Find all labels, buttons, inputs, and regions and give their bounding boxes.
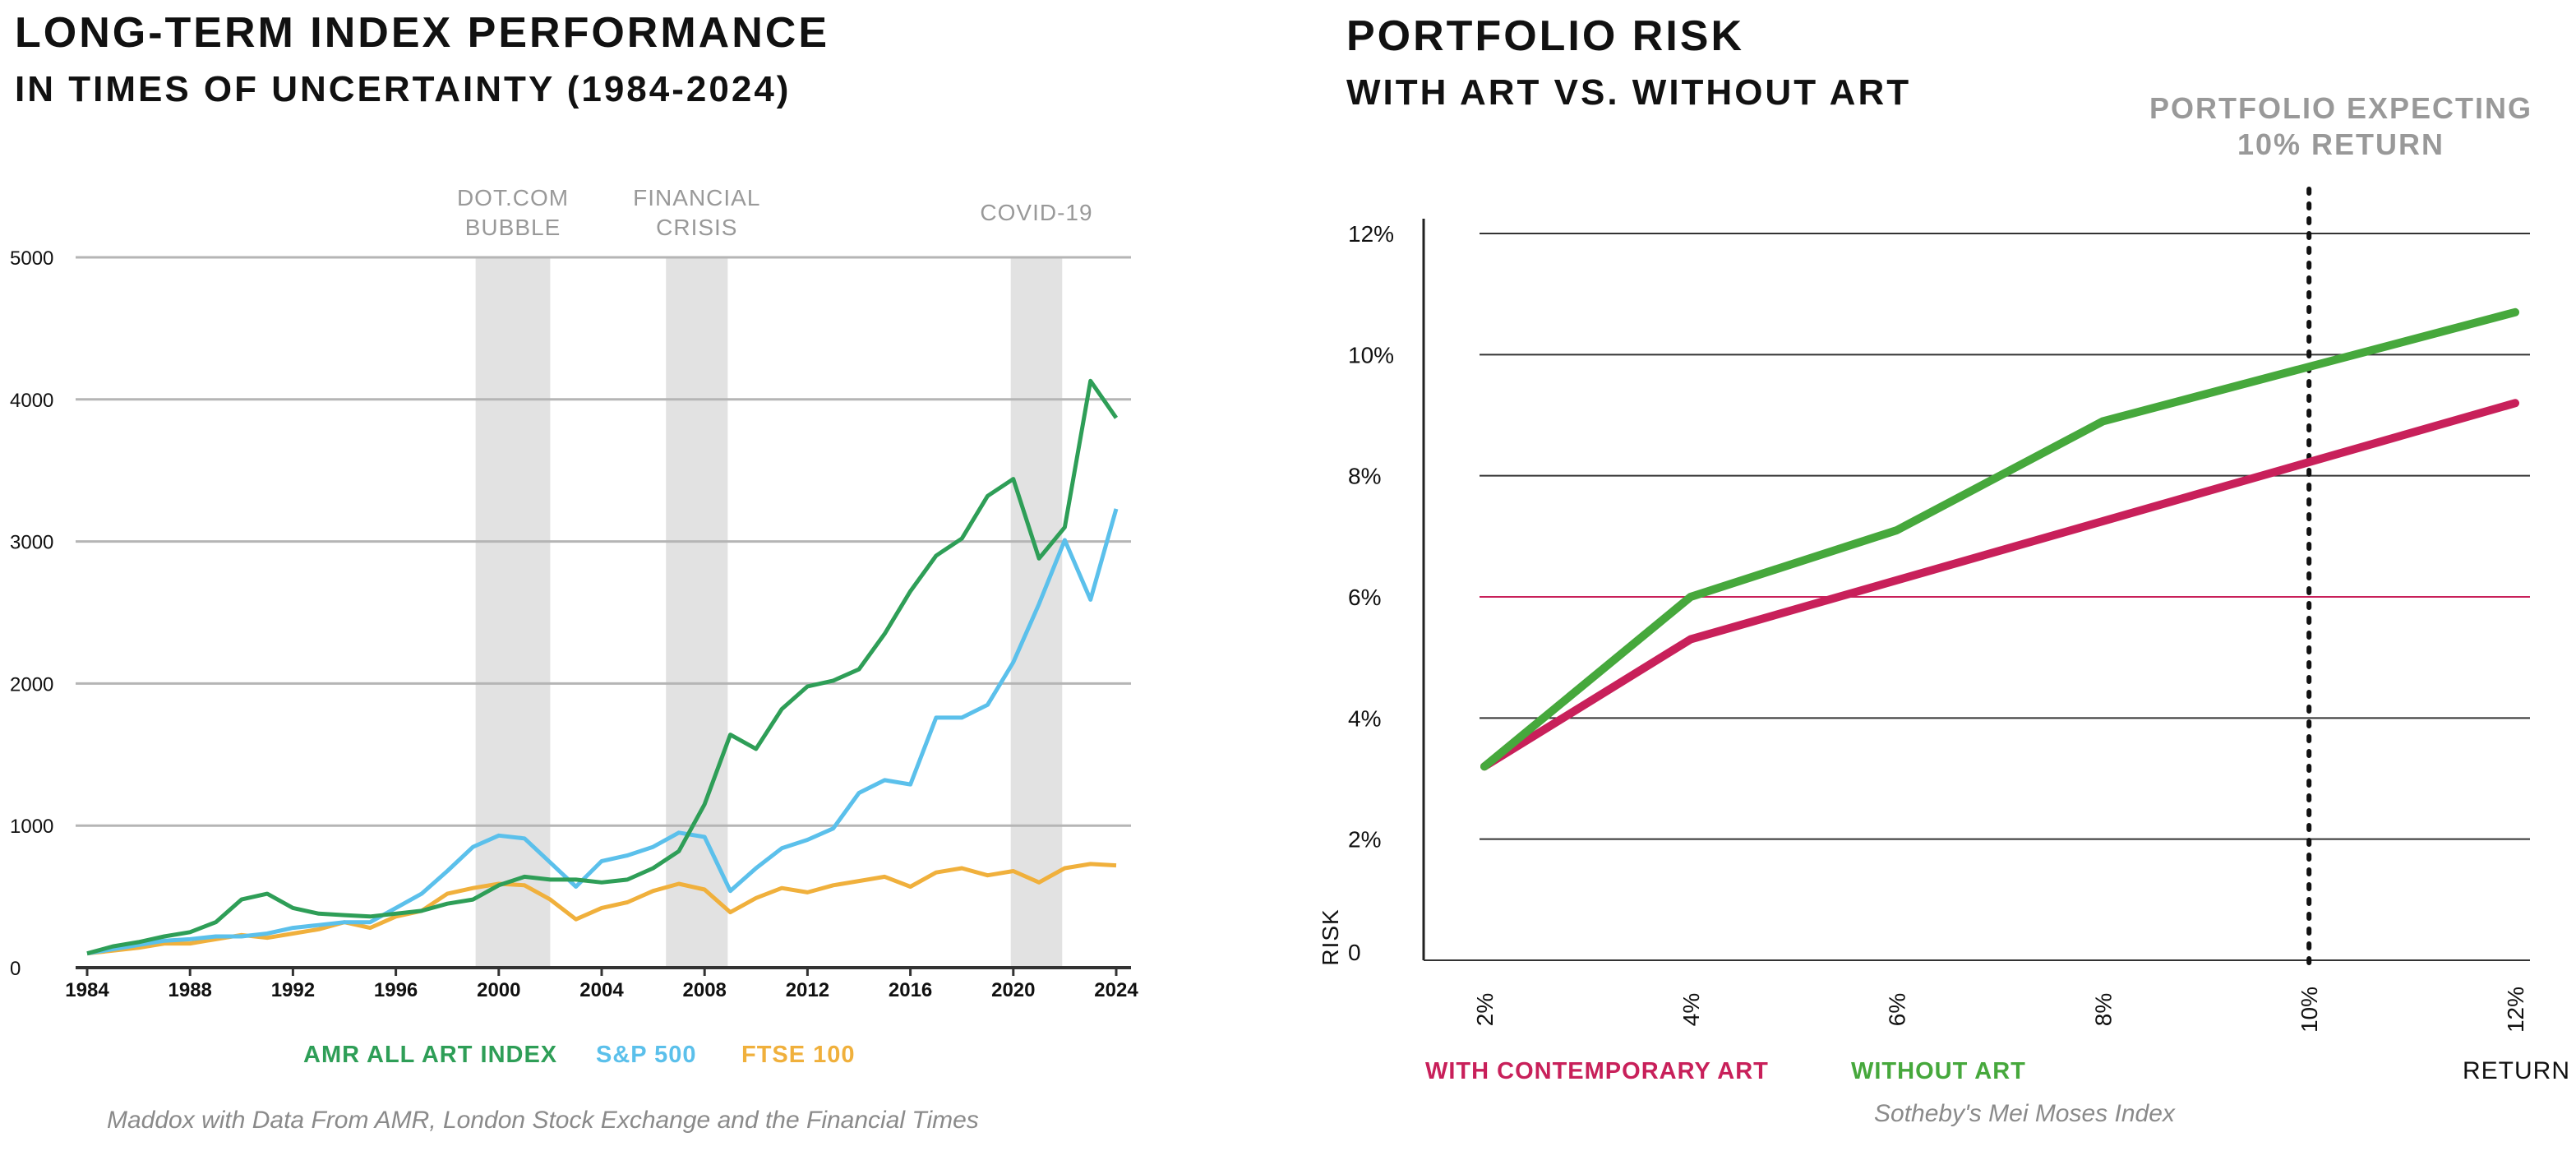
ftse100-line (86, 862, 1117, 956)
x-tick-label: 2008 (683, 979, 727, 1001)
x-tick-label: 1992 (271, 979, 315, 1001)
y-tick-label: 4% (1348, 705, 1381, 731)
amr-index-line (86, 378, 1119, 956)
index-performance-chart: DOT.COM BUBBLE FINANCIAL CRISIS COVID-19 0 100… (10, 185, 1138, 1068)
x-tick-label: 2012 (786, 979, 829, 1001)
left-source-caption: Maddox with Data From AMR, London Stock … (107, 1107, 979, 1134)
legend-without-art: WITHOUT ART (1851, 1058, 2026, 1084)
reference-line-label: 10% RETURN (2237, 127, 2444, 161)
reference-line-label: PORTFOLIO EXPECTING (2149, 91, 2532, 125)
crisis-label: BUBBLE (465, 215, 561, 240)
sp500-line (86, 508, 1119, 956)
x-tick-label: 2016 (889, 979, 932, 1001)
with-contemporary-art-line (1480, 399, 2519, 771)
x-tick-label: 4% (1678, 993, 1704, 1026)
y-tick-label: 2% (1348, 827, 1381, 853)
y-axis-title: RISK (1318, 908, 1343, 965)
x-tick-label: 1984 (65, 979, 109, 1001)
x-axis-title: RETURN (2463, 1057, 2570, 1084)
y-tick-label: 10% (1348, 342, 1394, 367)
x-tick-label: 1996 (374, 979, 418, 1001)
x-tick-label: 2% (1472, 993, 1498, 1026)
y-tick-label: 8% (1348, 464, 1381, 489)
x-tick-label: 2000 (477, 979, 520, 1001)
right-title: PORTFOLIO RISK (1346, 12, 1744, 60)
x-tick-label: 1988 (169, 979, 212, 1001)
y-tick-label: 3000 (10, 532, 53, 554)
x-tick-label: 2004 (579, 979, 624, 1001)
y-tick-label: 4000 (10, 390, 53, 412)
x-tick-label: 12% (2503, 987, 2528, 1033)
crisis-label: CRISIS (656, 215, 737, 240)
x-tick-label: 2020 (991, 979, 1035, 1001)
crisis-shade-band (475, 257, 551, 968)
right-subtitle: WITH ART VS. WITHOUT ART (1346, 72, 1912, 113)
left-subtitle: IN TIMES OF UNCERTAINTY (1984-2024) (15, 69, 792, 109)
crisis-label: COVID-19 (980, 200, 1092, 225)
legend-sp500: S&P 500 (596, 1042, 697, 1068)
y-tick-label: 6% (1348, 585, 1381, 610)
legend-with-contemporary-art: WITH CONTEMPORARY ART (1425, 1058, 1769, 1084)
left-title: LONG-TERM INDEX PERFORMANCE (15, 9, 829, 57)
y-tick-label: 2000 (10, 673, 53, 696)
y-tick-label: 5000 (10, 247, 53, 270)
y-tick-label: 1000 (10, 816, 53, 838)
without-art-line (1480, 307, 2519, 771)
crisis-label: DOT.COM (457, 185, 569, 210)
y-tick-label: 12% (1348, 221, 1394, 247)
x-tick-label: 8% (2090, 993, 2116, 1026)
x-tick-label: 2024 (1094, 979, 1138, 1001)
legend-ftse100: FTSE 100 (741, 1042, 856, 1068)
crisis-shade-band (666, 257, 728, 968)
legend-amr: AMR ALL ART INDEX (303, 1042, 557, 1068)
x-tick-label: 6% (1885, 993, 1910, 1026)
y-tick-label: 0 (10, 958, 21, 980)
right-source-caption: Sotheby's Mei Moses Index (1874, 1100, 2175, 1127)
y-tick-label: 0 (1348, 940, 1361, 965)
x-tick-label: 10% (2297, 987, 2322, 1033)
crisis-label: FINANCIAL (633, 185, 760, 210)
